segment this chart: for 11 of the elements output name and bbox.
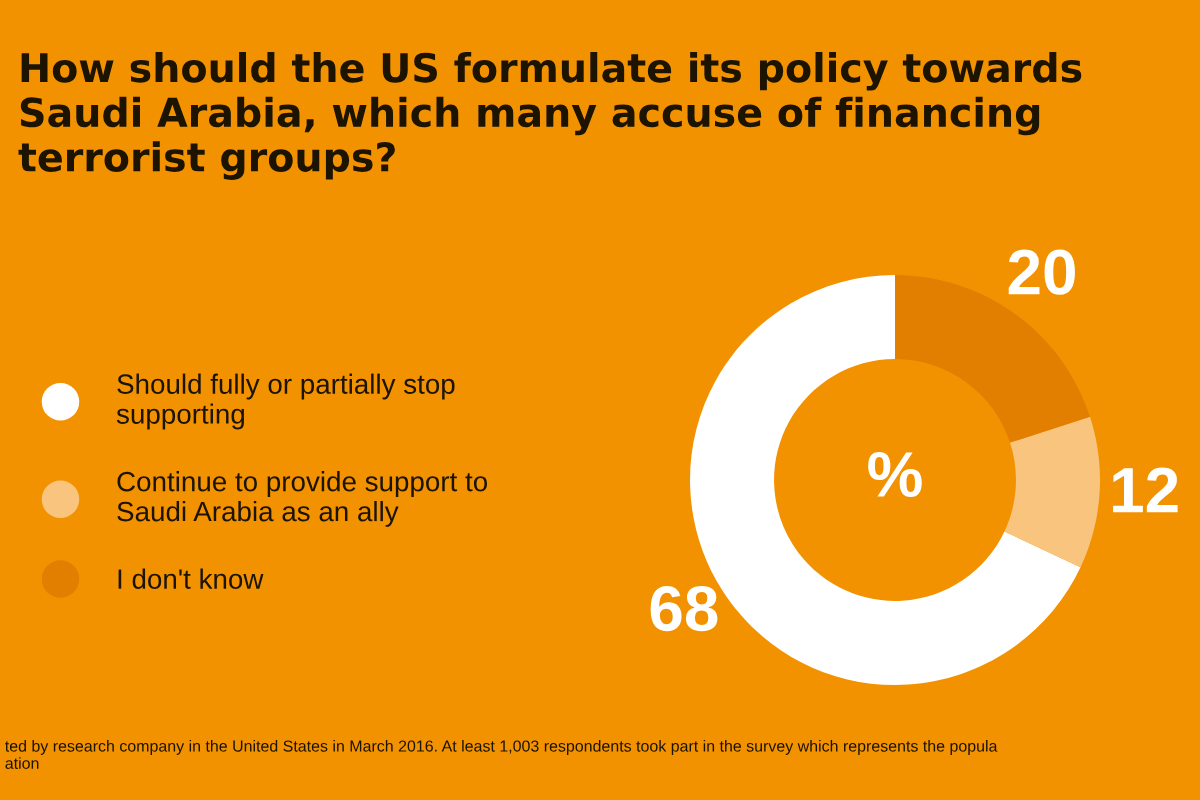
text: ation (5, 757, 39, 769)
data-label: 68 (650, 585, 718, 632)
data-label: 20 (1008, 249, 1075, 295)
text: % (868, 452, 922, 498)
chart-title: How should the US formulate its policy towards Saudi Arabia, which many accuse of financing terrorist groups? (18, 52, 1082, 180)
legend-label: Continue to provide support to Saudi Arabia as an ally (117, 471, 488, 527)
text: ted by research company in the United States in March 2016. At least 1,003 respondents took part in the survey which represents the popula (5, 740, 998, 755)
data-label: 12 (1113, 467, 1178, 513)
legend-label: Should fully or partially stop supporting (116, 373, 455, 430)
legend-label: I don't know (118, 568, 264, 589)
donut-slice (1004, 416, 1101, 568)
